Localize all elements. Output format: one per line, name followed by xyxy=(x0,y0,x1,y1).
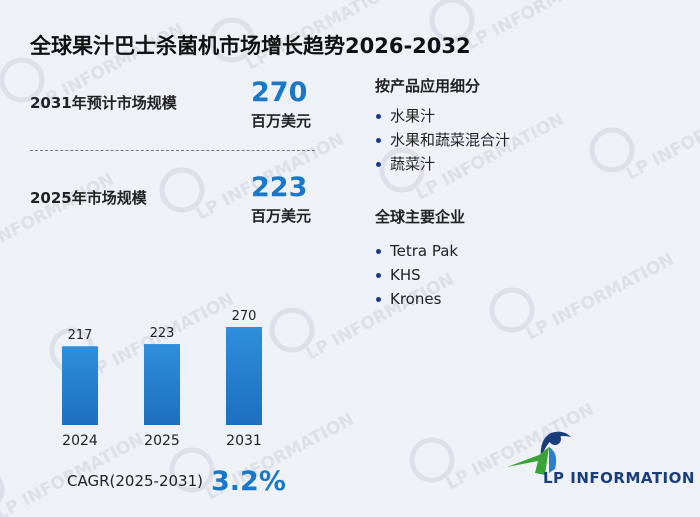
watermark-tile: LP INFORMATION xyxy=(489,250,677,345)
svg-text:LP INFORMATION: LP INFORMATION xyxy=(623,90,700,185)
bar-2031 xyxy=(226,326,262,425)
svg-text:LP INFORMATION: LP INFORMATION xyxy=(523,250,677,345)
segments-heading: 按产品应用细分 xyxy=(375,77,481,95)
segments-list: 水果汁 水果和蔬菜混合汁 蔬菜汁 xyxy=(375,104,510,176)
segment-item: 蔬菜汁 xyxy=(375,152,510,176)
company-item: Tetra Pak xyxy=(375,239,458,263)
page-title: 全球果汁巴士杀菌机市场增长趋势2026-2032 xyxy=(30,34,471,58)
cagr-value: 3.2% xyxy=(211,466,286,497)
companies-heading: 全球主要企业 xyxy=(375,208,466,226)
bullet-icon xyxy=(376,162,381,167)
metric-2031-value: 270 xyxy=(251,77,308,108)
bar-2025 xyxy=(144,344,180,425)
metric-2031-unit: 百万美元 xyxy=(251,112,312,130)
bullet-icon xyxy=(376,297,381,302)
logo-text: LP INFORMATION xyxy=(543,469,695,487)
company-item: KHS xyxy=(375,263,458,287)
company-item: Krones xyxy=(375,287,458,311)
bullet-icon xyxy=(376,249,381,254)
bar-value-label: 223 xyxy=(150,326,175,341)
metric-2031-label: 2031年预计市场规模 xyxy=(30,94,177,112)
metric-2025-value: 223 xyxy=(251,172,308,203)
segment-item: 水果汁 xyxy=(375,104,510,128)
bullet-icon xyxy=(376,114,381,119)
svg-text:LP INFORMATION: LP INFORMATION xyxy=(463,0,617,54)
cagr-label: CAGR(2025-2031) xyxy=(67,472,203,490)
segment-item: 水果和蔬菜混合汁 xyxy=(375,128,510,152)
bullet-icon xyxy=(376,273,381,278)
x-tick-label: 2031 xyxy=(226,433,262,449)
companies-list: Tetra Pak KHS Krones xyxy=(375,239,458,311)
watermark-tile: LP INFORMATION xyxy=(589,90,700,185)
x-tick-label: 2024 xyxy=(62,433,98,449)
svg-text:LP INFORMATION: LP INFORMATION xyxy=(0,170,117,265)
bar-2024 xyxy=(62,346,98,425)
watermark-tile: LP INFORMATION xyxy=(0,170,117,265)
bar-chart: 217 2024 223 2025 270 2031 xyxy=(62,309,262,449)
x-tick-label: 2025 xyxy=(144,433,180,449)
metrics-divider xyxy=(30,150,315,151)
bar-value-label: 270 xyxy=(232,309,257,324)
metric-2025-label: 2025年市场规模 xyxy=(30,189,147,207)
lp-logo xyxy=(507,431,571,475)
bar-value-label: 217 xyxy=(68,328,93,343)
logo-mark-icon xyxy=(507,431,571,475)
metric-2025-unit: 百万美元 xyxy=(251,207,312,225)
bullet-icon xyxy=(376,138,381,143)
